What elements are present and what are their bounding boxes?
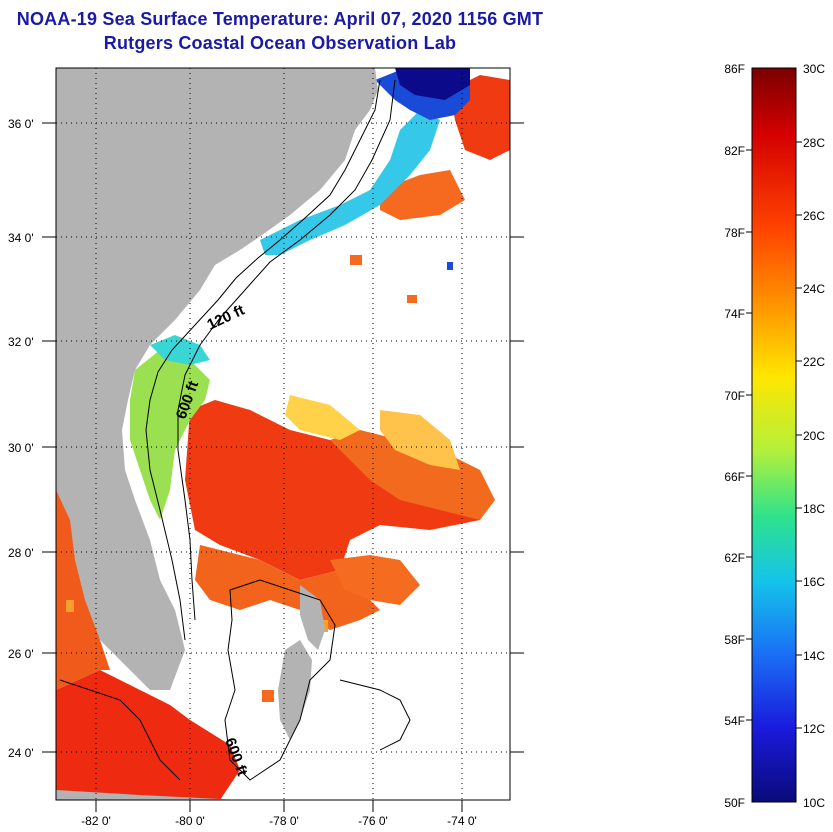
sst-yellow-patch — [285, 395, 360, 440]
lat-label: 28 0' — [8, 546, 34, 560]
colorbar-c-label: 26C — [803, 209, 825, 223]
sst-orange-east — [330, 430, 495, 520]
lat-label: 34 0' — [8, 231, 34, 245]
contour-120ft — [145, 79, 381, 641]
lon-label: -76 0' — [358, 814, 388, 828]
sst-yellow-east — [380, 410, 460, 470]
sst-coastal-cyan — [150, 335, 210, 365]
contour-gulf — [59, 679, 181, 781]
colorbar-f-label: 50F — [724, 796, 745, 810]
colorbar-f-label: 62F — [724, 551, 745, 565]
sst-orange-southeast — [195, 545, 380, 630]
colorbar — [751, 67, 797, 803]
cuba-shore — [56, 790, 240, 800]
map-title: NOAA-19 Sea Surface Temperature: April 0… — [16, 9, 544, 29]
sst-warm-center — [185, 400, 490, 580]
map-frame — [55, 67, 511, 801]
bahamas-island — [300, 585, 325, 650]
colorbar-f-label: 70F — [724, 389, 745, 403]
colorbar-c-label: 22C — [803, 355, 825, 369]
colorbar-f-label: 58F — [724, 633, 745, 647]
colorbar-c-label: 12C — [803, 722, 825, 736]
sst-speck — [407, 295, 417, 303]
sst-speck — [447, 262, 453, 270]
lat-label: 36 0' — [8, 117, 34, 131]
sst-speck — [66, 600, 74, 612]
colorbar-c-label: 10C — [803, 796, 825, 810]
contour-bahamas — [224, 579, 336, 781]
map-grid — [56, 68, 510, 800]
colorbar-f-label: 78F — [724, 226, 745, 240]
colorbar-f-label: 54F — [724, 714, 745, 728]
colorbar-c-label: 14C — [803, 649, 825, 663]
lat-label: 32 0' — [8, 335, 34, 349]
lon-label: -78 0' — [269, 814, 299, 828]
colorbar-c-label: 24C — [803, 282, 825, 296]
sst-ne-cyan — [260, 110, 440, 255]
lat-label: 24 0' — [8, 746, 34, 760]
lon-label: -74 0' — [447, 814, 477, 828]
map-ticks — [42, 122, 524, 812]
contour-600ft — [177, 79, 396, 621]
lon-label: -82 0' — [81, 814, 111, 828]
bahamas-island — [278, 640, 312, 740]
land-mass — [56, 68, 378, 690]
colorbar-c-label: 18C — [803, 502, 825, 516]
colorbar-f-label: 82F — [724, 144, 745, 158]
sst-orange-scatter — [330, 555, 420, 605]
colorbar-c-label: 28C — [803, 136, 825, 150]
colorbar-c-label: 20C — [803, 429, 825, 443]
colorbar-c-label: 30C — [803, 62, 825, 76]
lat-label: 26 0' — [8, 647, 34, 661]
colorbar-ticks — [746, 141, 802, 729]
lat-label: 30 0' — [8, 441, 34, 455]
map-subtitle: Rutgers Coastal Ocean Observation Lab — [103, 33, 457, 53]
colorbar-f-label: 66F — [724, 470, 745, 484]
colorbar-f-label: 74F — [724, 307, 745, 321]
colorbar-c-label: 16C — [803, 575, 825, 589]
colorbar-f-label: 86F — [724, 62, 745, 76]
sst-speck — [350, 255, 362, 265]
sst-ne-navy — [395, 68, 470, 100]
sst-speck — [262, 690, 274, 702]
sst-coastal-green — [130, 350, 210, 520]
lon-label: -80 0' — [175, 814, 205, 828]
